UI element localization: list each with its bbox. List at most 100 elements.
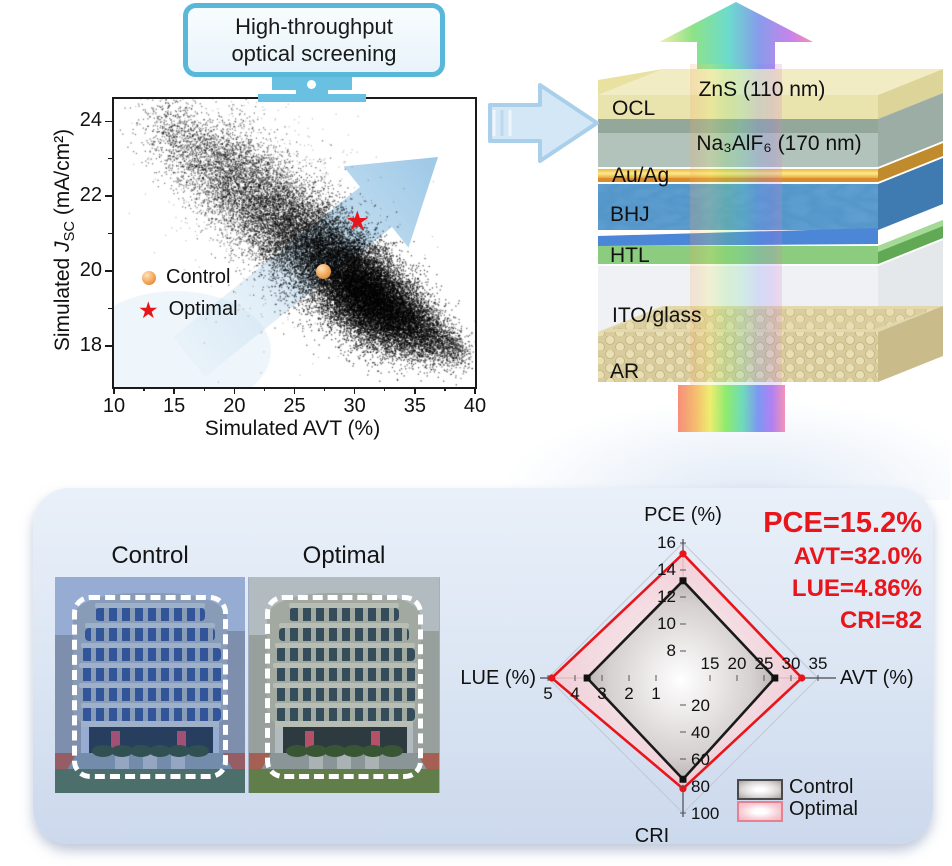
layer-label-htl: HTL xyxy=(610,244,650,267)
monitor-stand-base xyxy=(258,94,366,102)
avt-tick-label: 25 xyxy=(755,654,774,673)
result-annotations: PCE=15.2% AVT=32.0% LUE=4.86% CRI=82 xyxy=(588,505,922,637)
control-marker-icon xyxy=(142,270,156,285)
x-tick-label: 30 xyxy=(343,395,366,417)
radar-legend-control-swatch xyxy=(737,779,783,800)
x-minor-tick xyxy=(323,387,326,391)
layer-label-auag: Au/Ag xyxy=(612,164,669,187)
control-photo-label: Control xyxy=(111,542,189,569)
scatter-legend-control-label: Control xyxy=(166,266,231,288)
cri-tick-label: 80 xyxy=(691,777,710,796)
y-tick-label: 24 xyxy=(79,109,102,132)
layer-label-ocl: OCL xyxy=(612,97,655,120)
x-major-tick xyxy=(233,387,236,394)
radar-legend-optimal-swatch xyxy=(737,801,783,822)
control-vertex-marker xyxy=(679,775,687,783)
pce-tick-label: 10 xyxy=(657,614,676,633)
layer-label-ito: ITO/glass xyxy=(612,304,701,327)
x-minor-tick xyxy=(444,387,446,391)
x-minor-tick xyxy=(143,387,145,391)
y-minor-tick xyxy=(108,233,112,235)
optimal-view-photo xyxy=(248,577,440,793)
optimal-photo-label: Optimal xyxy=(302,542,386,569)
pce-tick-label: 8 xyxy=(667,641,676,660)
pce-tick-label: 14 xyxy=(657,560,676,579)
screening-banner: High-throughput optical screening xyxy=(183,3,445,77)
scatter-legend-optimal-label: Optimal xyxy=(168,298,238,320)
x-tick-label: 15 xyxy=(163,395,186,417)
y-major-tick xyxy=(105,120,112,123)
annotation-lue: LUE=4.86% xyxy=(791,575,922,602)
y-minor-tick xyxy=(108,307,112,310)
x-tick-label: 40 xyxy=(463,395,487,417)
x-major-tick xyxy=(293,387,296,394)
x-major-tick xyxy=(353,387,356,394)
lue-tick-label: 3 xyxy=(597,684,606,703)
control-vertex-marker xyxy=(583,674,591,682)
lue-tick-label: 1 xyxy=(651,684,660,703)
lue-tick-label: 2 xyxy=(624,684,633,703)
scatter-plot-area xyxy=(114,99,475,387)
control-vertex-marker xyxy=(771,674,779,682)
banner-line2: optical screening xyxy=(231,41,397,66)
avt-tick-label: 20 xyxy=(728,654,747,673)
cri-tick-label: 60 xyxy=(691,750,710,769)
control-data-point xyxy=(315,263,331,279)
layer-label-bhj: BHJ xyxy=(610,203,650,226)
x-major-tick xyxy=(474,387,476,394)
x-major-tick xyxy=(173,387,175,394)
optimal-vertex-marker xyxy=(798,674,806,682)
annotation-cri: CRI=82 xyxy=(839,607,922,634)
layer-label-na3alf6: Na₃AlF₆ (170 nm) xyxy=(696,132,861,155)
radar-axis-label-avt: AVT (%) xyxy=(840,667,914,689)
y-major-tick xyxy=(105,195,112,197)
x-tick-label: 25 xyxy=(283,395,306,417)
layer-label-zns: ZnS (110 nm) xyxy=(699,78,826,101)
pce-tick-label: 16 xyxy=(657,533,676,552)
avt-tick-label: 15 xyxy=(701,654,720,673)
scatter-legend-control: Control xyxy=(142,266,230,289)
cri-tick-label: 40 xyxy=(691,723,710,742)
avt-tick-label: 30 xyxy=(782,654,801,673)
results-panel: Control Optimal 8 10 12 14 16 15 20 25 30 35 20 40 6… xyxy=(33,488,933,847)
y-minor-tick xyxy=(108,158,112,160)
radar-legend-optimal-label: Optimal xyxy=(789,798,858,820)
x-major-tick xyxy=(414,387,416,394)
optimal-data-point: ★ xyxy=(345,206,370,237)
scatter-cloud xyxy=(114,99,475,387)
monitor-camera-dot xyxy=(307,80,316,89)
pce-tick-label: 12 xyxy=(657,587,676,606)
radar-axis-label-cri: CRI xyxy=(635,825,669,847)
y-tick-label: 18 xyxy=(79,333,102,356)
radar-axis-label-lue: LUE (%) xyxy=(460,667,536,689)
y-tick-label: 20 xyxy=(79,259,102,282)
x-major-tick xyxy=(113,387,115,394)
lue-tick-label: 5 xyxy=(543,684,552,703)
x-minor-tick xyxy=(203,387,205,391)
annotation-pce: PCE=15.2% xyxy=(763,507,922,539)
building-scene xyxy=(55,577,245,793)
flow-arrow xyxy=(488,83,599,163)
star-marker-icon: ★ xyxy=(138,296,159,323)
x-tick-label: 10 xyxy=(102,395,126,417)
cri-tick-label: 100 xyxy=(691,804,719,823)
y-tick-label: 22 xyxy=(79,184,102,207)
optimal-vertex-marker xyxy=(548,674,556,682)
monitor-stand-neck xyxy=(296,89,328,95)
x-minor-tick xyxy=(384,387,386,391)
radar-legend-control-label: Control xyxy=(789,776,854,798)
device-stack-diagram: OCL ZnS (110 nm) Na₃AlF₆ (170 nm) Au/Ag … xyxy=(598,2,943,432)
y-major-tick xyxy=(105,270,112,272)
building-scene xyxy=(249,577,439,793)
scatter-legend-optimal: ★ Optimal xyxy=(138,298,238,321)
y-major-tick xyxy=(105,345,112,347)
scatter-ylabel: Simulated JSC (mA/cm²) xyxy=(51,128,79,352)
scatter-xlabel: Simulated AVT (%) xyxy=(204,417,381,440)
radar-axis-label-pce: PCE (%) xyxy=(644,504,722,526)
control-vertex-marker xyxy=(679,577,687,585)
x-minor-tick xyxy=(263,387,265,391)
optimal-vertex-marker xyxy=(679,550,687,558)
lue-tick-label: 4 xyxy=(570,684,579,703)
